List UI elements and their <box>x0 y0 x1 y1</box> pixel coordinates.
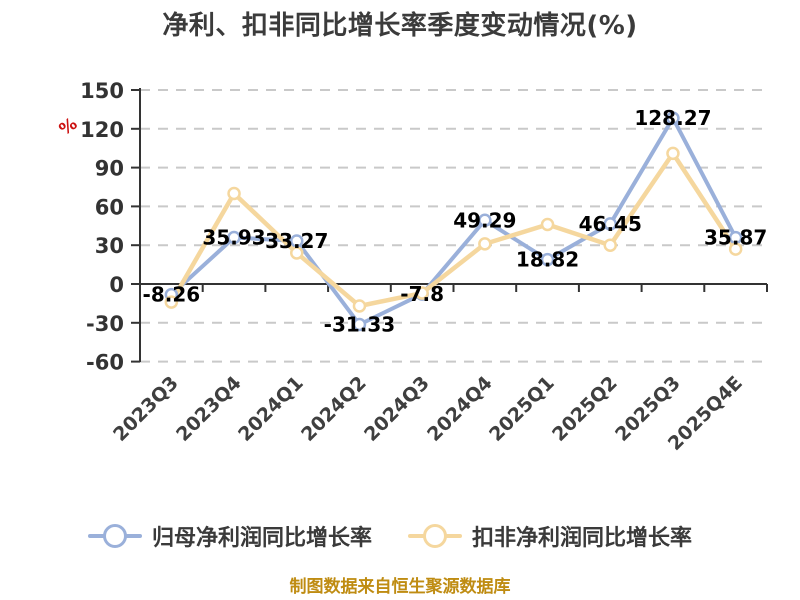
line-marker-icon <box>88 520 142 552</box>
y-axis-tick-label: 30 <box>95 234 124 258</box>
data-point <box>666 146 680 161</box>
data-label: 18.82 <box>516 248 579 272</box>
legend-item-parent-net-profit-growth[interactable]: 归母净利润同比增长率 <box>88 520 372 552</box>
legend-item-non-recurring-profit-growth[interactable]: 扣非净利润同比增长率 <box>408 520 692 552</box>
data-point <box>415 286 429 300</box>
series-line <box>169 151 738 309</box>
y-axis-tick-label: 60 <box>95 195 124 219</box>
data-source-note: 制图数据来自恒生聚源数据库 <box>289 577 511 597</box>
series-line <box>169 116 738 327</box>
data-label: 46.45 <box>579 212 642 236</box>
data-point <box>666 111 680 125</box>
data-point <box>290 246 304 260</box>
data-label: -7.8 <box>400 282 444 306</box>
legend-label: 扣非净利润同比增长率 <box>472 526 693 551</box>
data-point <box>478 237 492 251</box>
data-point <box>227 230 241 245</box>
data-label: 33.27 <box>265 229 328 253</box>
line-marker-icon <box>408 520 462 552</box>
y-axis-tick-label: 0 <box>109 273 124 297</box>
data-label: 35.87 <box>704 226 767 250</box>
y-axis-tick-label: -60 <box>86 351 124 375</box>
y-axis-tick-label: 120 <box>80 118 124 142</box>
y-axis-tick-label: 150 <box>80 79 124 103</box>
data-point <box>728 242 743 256</box>
data-point <box>352 299 367 313</box>
data-point <box>603 238 617 252</box>
legend-circle-icon <box>103 524 127 548</box>
data-label: -8.26 <box>143 283 201 307</box>
data-label: 49.29 <box>453 208 516 232</box>
legend-label: 归母净利润同比增长率 <box>152 526 373 551</box>
data-point <box>603 217 617 231</box>
data-point <box>540 252 555 267</box>
data-label: -31.33 <box>324 313 396 337</box>
data-point <box>540 217 555 232</box>
legend-circle-icon <box>423 524 447 548</box>
y-axis-tick-label: -30 <box>86 312 124 336</box>
data-point <box>164 295 179 309</box>
data-point <box>227 186 241 201</box>
y-axis-tick-label: 90 <box>95 157 124 181</box>
data-point <box>478 213 492 228</box>
data-label: 35.93 <box>202 226 265 250</box>
chart-title: 净利、扣非同比增长率季度变动情况(%) <box>162 11 638 41</box>
data-label: 128.27 <box>634 106 711 130</box>
data-point <box>352 317 367 332</box>
